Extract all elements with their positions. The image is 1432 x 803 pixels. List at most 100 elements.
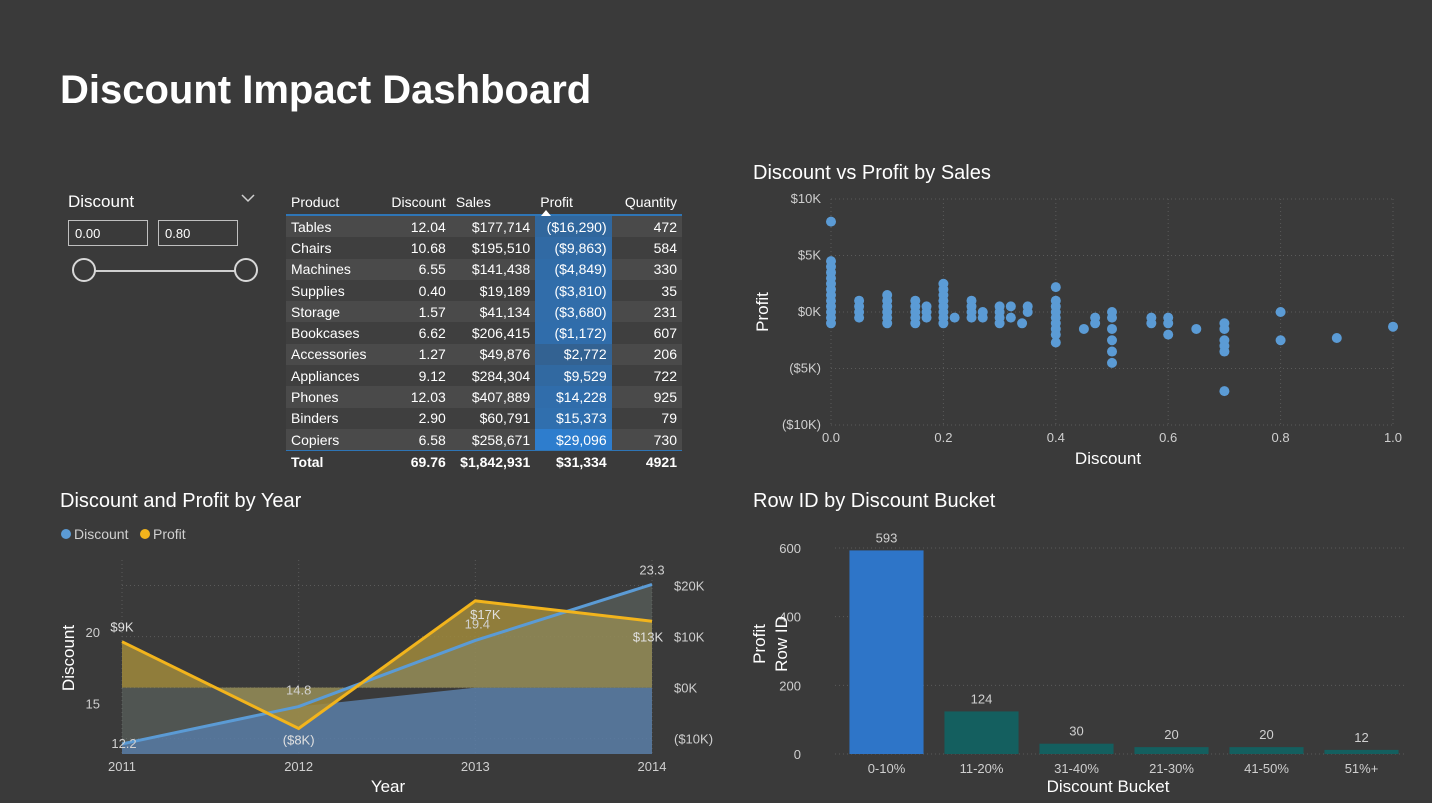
bar-y-tick: 0: [794, 747, 801, 762]
scatter-x-tick: 0.0: [822, 430, 840, 445]
table-row[interactable]: Copiers 6.58 $258,671 $29,096 730: [286, 428, 682, 451]
cell-quantity: 730: [611, 428, 682, 451]
scatter-point[interactable]: [1219, 386, 1230, 397]
bar[interactable]: [1229, 747, 1304, 754]
table-row[interactable]: Appliances 9.12 $284,304 $9,529 722: [286, 365, 682, 387]
combo-right-tick: $0K: [674, 681, 697, 696]
scatter-point[interactable]: [966, 312, 977, 323]
slider-track[interactable]: [86, 270, 246, 272]
scatter-point[interactable]: [1107, 323, 1117, 334]
scatter-point[interactable]: [1107, 312, 1117, 323]
slicer-min-input[interactable]: [68, 220, 148, 246]
scatter-point[interactable]: [1388, 321, 1398, 332]
scatter-point[interactable]: [882, 318, 893, 329]
table-row[interactable]: Binders 2.90 $60,791 $15,373 79: [286, 407, 682, 429]
bar-data-label: 20: [1259, 727, 1273, 742]
table-row[interactable]: Phones 12.03 $407,889 $14,228 925: [286, 386, 682, 408]
scatter-point[interactable]: [910, 318, 921, 329]
combo-right-tick: $10K: [674, 630, 705, 645]
scatter-point[interactable]: [1107, 346, 1117, 357]
bar-data-label: 30: [1069, 724, 1083, 739]
bar-title: Row ID by Discount Bucket: [753, 490, 996, 512]
scatter-point[interactable]: [921, 312, 932, 323]
scatter-point[interactable]: [1146, 318, 1157, 329]
table-row[interactable]: Accessories 1.27 $49,876 $2,772 206: [286, 343, 682, 366]
col-header-profit-label: Profit: [540, 194, 573, 210]
bar-x-label: Discount Bucket: [1047, 777, 1170, 796]
scatter-point[interactable]: [938, 318, 949, 329]
col-header-discount[interactable]: Discount: [391, 194, 446, 210]
scatter-point[interactable]: [1107, 335, 1117, 346]
bar[interactable]: [1039, 743, 1114, 754]
table-row[interactable]: Machines 6.55 $141,438 ($4,849) 330: [286, 258, 682, 280]
scatter-point[interactable]: [1050, 329, 1061, 340]
profit-line[interactable]: [121, 599, 653, 731]
combo-title: Discount and Profit by Year: [60, 490, 302, 512]
scatter-point[interactable]: [1022, 307, 1033, 317]
bar[interactable]: [849, 550, 924, 754]
scatter-point[interactable]: [994, 318, 1005, 329]
scatter-point[interactable]: [949, 312, 960, 323]
scatter-point[interactable]: [1090, 318, 1101, 329]
col-header-profit[interactable]: Profit: [535, 190, 611, 216]
total-quantity: 4921: [611, 450, 682, 474]
cell-product: Tables: [286, 215, 379, 238]
scatter-point[interactable]: [826, 216, 836, 227]
cell-quantity: 231: [611, 301, 682, 323]
table-row[interactable]: Chairs 10.68 $195,510 ($9,863) 584: [286, 237, 682, 259]
bar-category-label: 11-20%: [960, 761, 1004, 776]
scatter-point[interactable]: [1107, 357, 1117, 368]
scatter-chart: Discount vs Profit by Sales $10K $5K $0K ($…: [753, 162, 1402, 468]
scatter-point[interactable]: [977, 312, 988, 323]
discount-slicer[interactable]: Discount: [60, 188, 265, 288]
bar-category-label: 0-10%: [868, 761, 906, 776]
scatter-point[interactable]: [1219, 323, 1230, 334]
cell-quantity: 330: [611, 258, 682, 280]
scatter-point[interactable]: [1050, 337, 1061, 348]
scatter-y-tick: ($10K): [782, 417, 821, 432]
bar-category-label: 21-30%: [1149, 761, 1194, 776]
bar[interactable]: [1324, 749, 1399, 754]
bar-y-tick: 200: [779, 678, 801, 693]
cell-sales: $284,304: [450, 365, 536, 387]
bar[interactable]: [1134, 747, 1209, 754]
scatter-point[interactable]: [1050, 282, 1061, 293]
cell-discount: 12.04: [378, 215, 451, 238]
table-row[interactable]: Bookcases 6.62 $206,415 ($1,172) 607: [286, 322, 682, 344]
bar-y-label: Row ID: [772, 616, 791, 672]
scatter-point[interactable]: [1275, 307, 1286, 317]
table-row[interactable]: Storage 1.57 $41,134 ($3,680) 231: [286, 301, 682, 323]
legend-discount-label[interactable]: Discount: [74, 526, 129, 542]
chevron-down-icon[interactable]: [240, 190, 256, 206]
legend-profit-label[interactable]: Profit: [153, 526, 186, 542]
slicer-max-input[interactable]: [158, 220, 238, 246]
table-row[interactable]: Tables 12.04 $177,714 ($16,290) 472: [286, 215, 682, 238]
col-header-quantity[interactable]: Quantity: [624, 194, 677, 210]
scatter-point[interactable]: [1331, 332, 1342, 343]
combo-x-label: Year: [371, 777, 406, 796]
cell-sales: $19,189: [450, 279, 536, 302]
scatter-point[interactable]: [1191, 323, 1202, 334]
col-header-product[interactable]: Product: [291, 194, 340, 210]
legend-profit-marker: [140, 529, 150, 539]
slider-max-handle[interactable]: [234, 258, 258, 282]
scatter-point[interactable]: [1017, 318, 1028, 329]
cell-discount: 6.55: [378, 258, 451, 280]
scatter-point[interactable]: [1275, 335, 1286, 346]
scatter-point[interactable]: [1163, 329, 1174, 340]
scatter-point[interactable]: [1219, 346, 1230, 357]
scatter-point[interactable]: [826, 318, 836, 329]
scatter-point[interactable]: [854, 312, 865, 323]
cell-discount: 9.12: [378, 365, 451, 387]
scatter-point[interactable]: [1005, 312, 1016, 323]
slider-min-handle[interactable]: [72, 258, 96, 282]
scatter-point[interactable]: [1078, 323, 1089, 334]
cell-discount: 6.58: [378, 428, 451, 451]
combo-left-tick: 20: [86, 625, 100, 640]
combo-y-label: Discount: [59, 625, 78, 691]
table-row[interactable]: Supplies 0.40 $19,189 ($3,810) 35: [286, 279, 682, 302]
bar[interactable]: [944, 711, 1019, 754]
col-header-sales[interactable]: Sales: [455, 194, 491, 210]
scatter-point[interactable]: [1163, 318, 1174, 329]
scatter-point[interactable]: [1005, 301, 1016, 312]
